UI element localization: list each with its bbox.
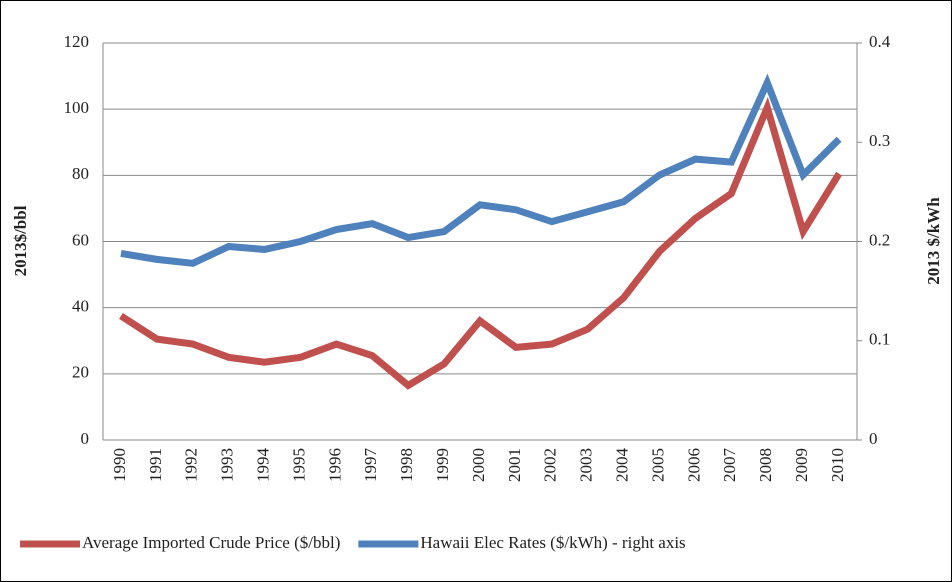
x-tick-label: 1994 (253, 448, 272, 483)
series-line (119, 96, 843, 390)
x-tick-label: 1997 (361, 448, 380, 483)
x-tick-label: 1990 (110, 448, 129, 482)
y-tick-label: 0 (81, 429, 90, 448)
x-tick-label: 2003 (577, 448, 596, 482)
y-tick-label: 80 (72, 164, 89, 183)
x-tick-label: 2004 (613, 448, 632, 483)
y2-tick-label: 0.4 (869, 32, 891, 51)
x-tick-label: 2005 (648, 448, 667, 482)
x-tick-label: 2006 (684, 448, 703, 482)
x-tick-label: 2009 (792, 448, 811, 482)
x-tick-label: 2007 (720, 448, 739, 483)
x-tick-label: 1995 (289, 448, 308, 482)
y2-tick-label: 0.1 (869, 330, 890, 349)
legend-label: Hawaii Elec Rates ($/kWh) - right axis (420, 533, 685, 552)
y2-axis-title: 2013 $/kWh (924, 197, 943, 285)
y2-tick-label: 0.2 (869, 230, 890, 249)
x-tick-label: 2000 (469, 448, 488, 482)
series-line (120, 73, 842, 267)
y2-tick-label: 0 (869, 429, 878, 448)
x-tick-label: 1996 (325, 448, 344, 482)
x-tick-label: 1991 (146, 448, 165, 482)
y-tick-label: 40 (72, 297, 89, 316)
legend-label: Average Imported Crude Price ($/bbl) (82, 533, 340, 552)
x-tick-label: 1998 (397, 448, 416, 482)
x-tick-label: 2002 (541, 448, 560, 482)
y-tick-label: 100 (64, 98, 90, 117)
x-tick-label: 2008 (756, 448, 775, 482)
x-tick-label: 1992 (182, 448, 201, 482)
y2-tick-label: 0.3 (869, 131, 890, 150)
x-tick-label: 2001 (505, 448, 524, 482)
y-axis-title: 2013$/bbl (11, 205, 30, 276)
y-tick-label: 60 (72, 230, 89, 249)
x-tick-label: 1999 (433, 448, 452, 482)
x-tick-label: 1993 (218, 448, 237, 482)
y-tick-label: 120 (64, 32, 90, 51)
y-tick-label: 20 (72, 363, 89, 382)
x-tick-label: 2010 (828, 448, 847, 482)
